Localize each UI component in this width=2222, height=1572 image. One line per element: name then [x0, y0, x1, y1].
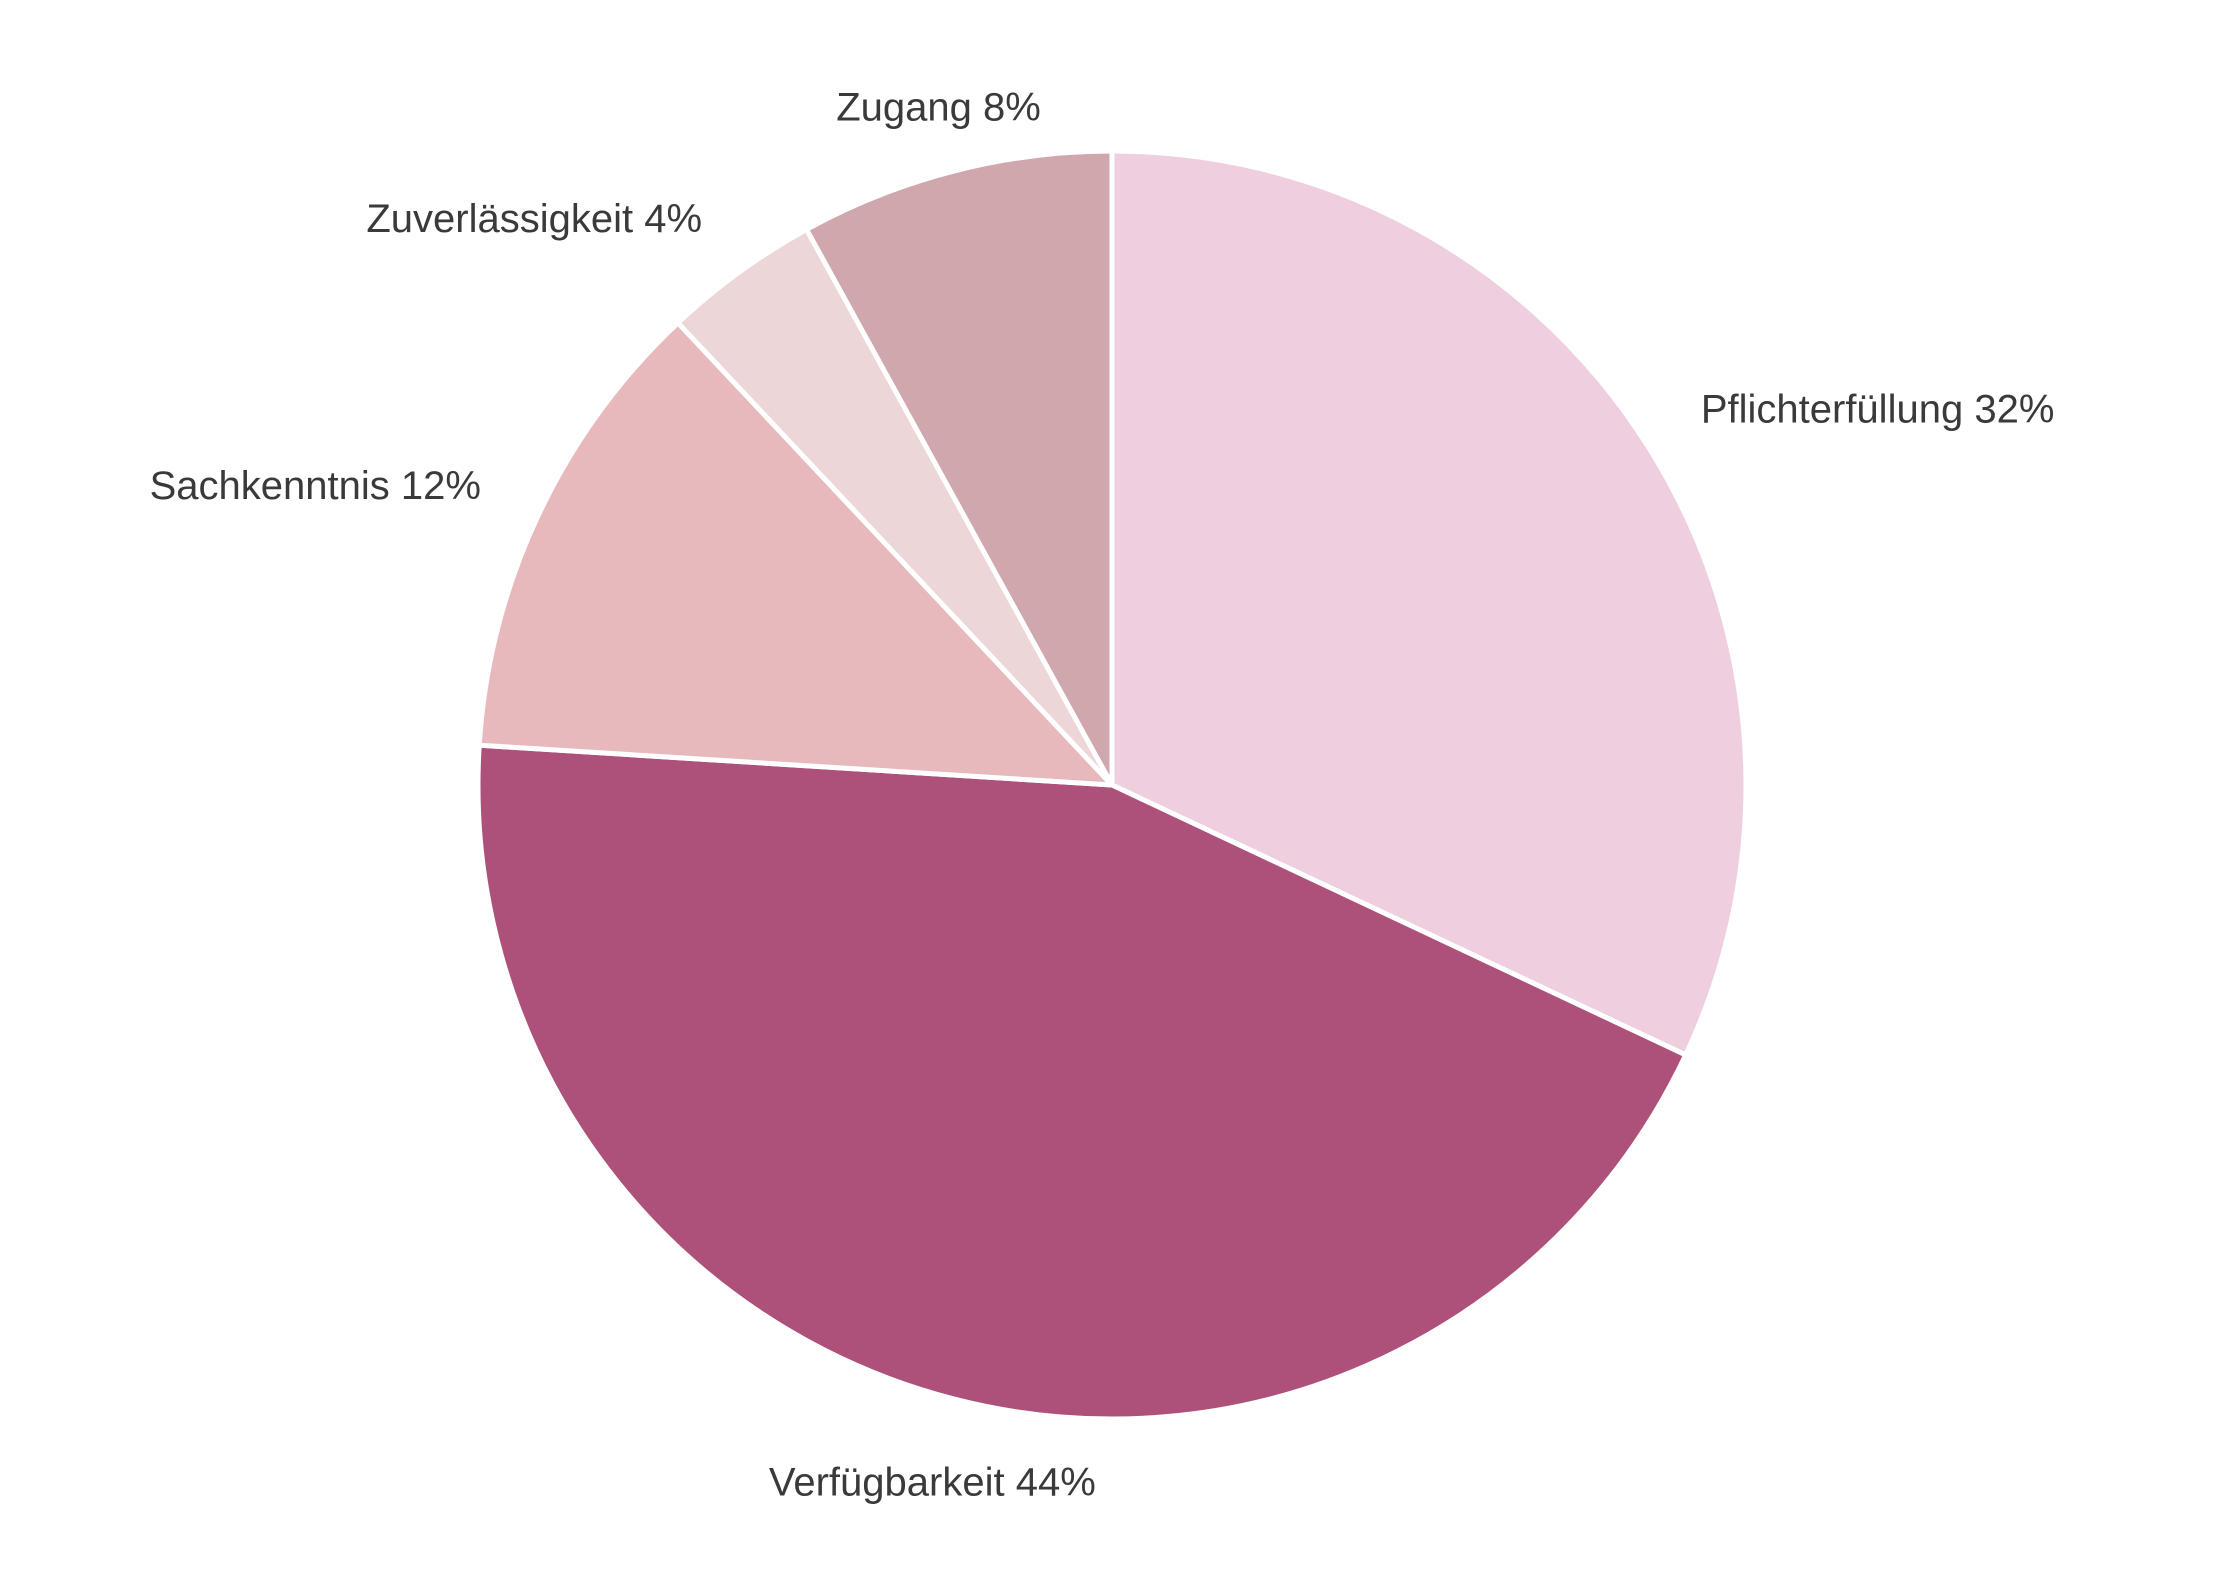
- pie-slice: [475, 742, 1689, 1422]
- slice-label: Zugang 8%: [836, 85, 1041, 129]
- slice-name: Pflichterfüllung: [1701, 387, 1963, 431]
- slice-label: Sachkenntnis 12%: [150, 464, 481, 508]
- slice-name: Verfügbarkeit: [769, 1460, 1005, 1504]
- slice-label: Pflichterfüllung 32%: [1701, 387, 2055, 431]
- slice-value: 12%: [401, 464, 481, 508]
- slice-name: Zuverlässigkeit: [366, 196, 633, 240]
- slice-name: Sachkenntnis: [150, 464, 390, 508]
- pie-slice: [476, 319, 1119, 788]
- slice-label: Zuverlässigkeit 4%: [366, 196, 702, 240]
- slice-name: Zugang: [836, 85, 972, 129]
- slice-value: 4%: [644, 196, 702, 240]
- pie-slice: [803, 148, 1115, 787]
- slice-value: 44%: [1016, 1460, 1096, 1504]
- pie-slice: [1109, 148, 1749, 1059]
- slice-value: 32%: [1974, 387, 2054, 431]
- slice-label: Verfügbarkeit 44%: [769, 1460, 1096, 1504]
- slice-value: 8%: [983, 85, 1041, 129]
